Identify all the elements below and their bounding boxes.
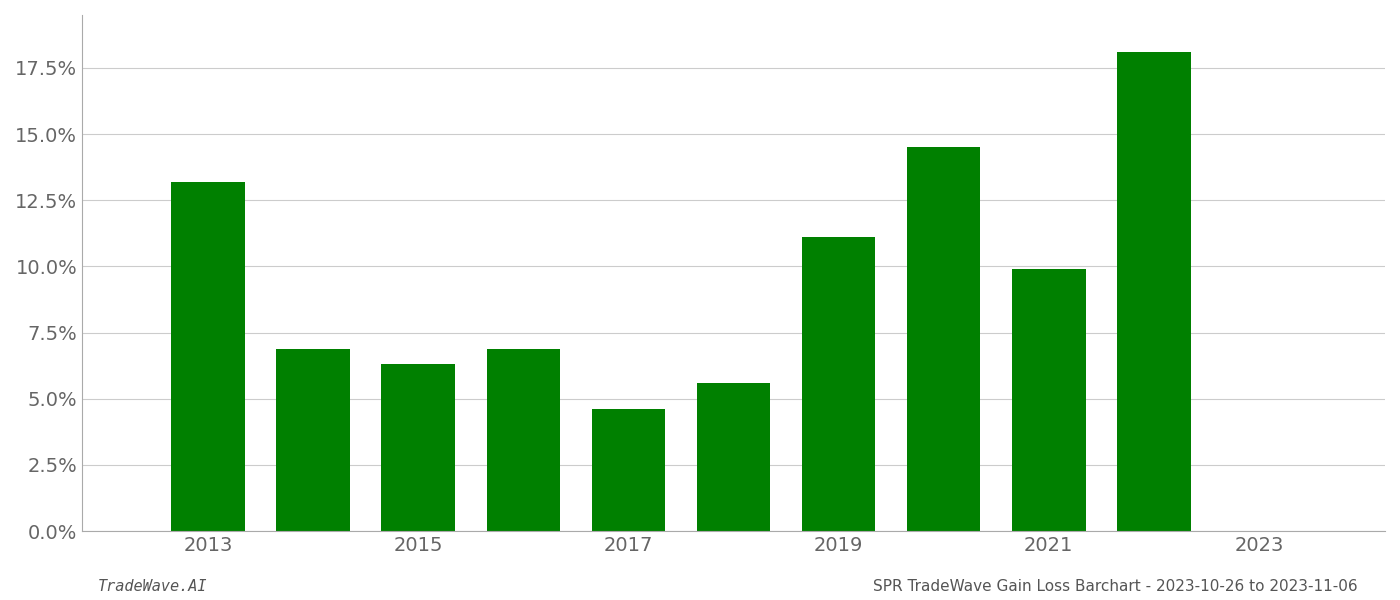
Bar: [276, 349, 350, 531]
Bar: [907, 148, 980, 531]
Bar: [697, 383, 770, 531]
Bar: [381, 364, 455, 531]
Bar: [171, 182, 245, 531]
Text: TradeWave.AI: TradeWave.AI: [98, 579, 207, 594]
Bar: [1012, 269, 1085, 531]
Bar: [802, 238, 875, 531]
Text: SPR TradeWave Gain Loss Barchart - 2023-10-26 to 2023-11-06: SPR TradeWave Gain Loss Barchart - 2023-…: [874, 579, 1358, 594]
Bar: [592, 409, 665, 531]
Bar: [487, 349, 560, 531]
Bar: [1117, 52, 1190, 531]
